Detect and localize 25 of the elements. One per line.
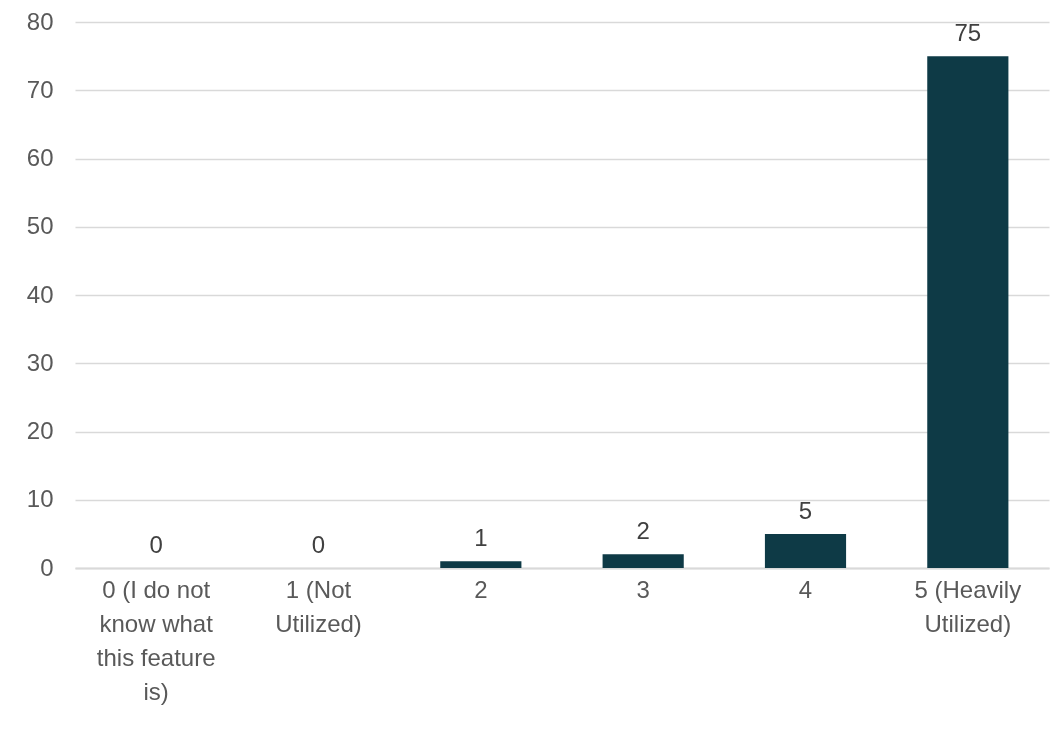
bar xyxy=(927,56,1009,568)
data-label: 0 xyxy=(311,531,326,558)
data-label: 1 xyxy=(474,524,488,552)
y-tick-label: 0 xyxy=(40,553,54,581)
bar xyxy=(440,561,522,568)
data-label: 0 xyxy=(149,531,163,558)
y-tick-label: 80 xyxy=(26,7,54,35)
y-tick-label: 40 xyxy=(26,280,54,308)
x-tick-label: 4 xyxy=(798,575,813,603)
data-label: 2 xyxy=(636,517,650,545)
y-tick-label: 30 xyxy=(26,348,54,376)
data-label: 5 xyxy=(798,496,813,524)
y-tick-label: 20 xyxy=(26,417,54,444)
x-tick-label: 2 xyxy=(474,575,488,603)
x-tick-label: 1 (Not Utilized) xyxy=(275,575,362,637)
x-tick-label: 3 xyxy=(636,575,650,603)
x-tick-label: 0 (I do not know what this feature is) xyxy=(96,575,216,705)
y-tick-label: 60 xyxy=(26,144,54,171)
x-tick-label: 5 (Heavily Utilized) xyxy=(914,575,1022,637)
y-tick-label: 70 xyxy=(26,75,54,103)
data-label: 75 xyxy=(954,19,982,47)
y-tick-label: 10 xyxy=(26,485,54,513)
bar xyxy=(602,554,684,568)
y-tick-label: 50 xyxy=(26,212,54,240)
bar xyxy=(764,533,847,568)
